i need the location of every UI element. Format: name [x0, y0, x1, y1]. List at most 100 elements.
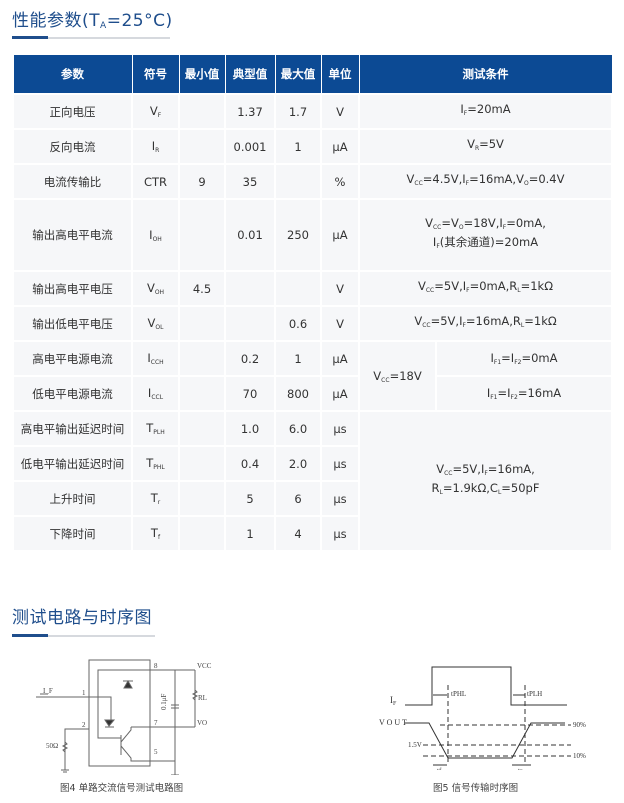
- param-cell: 低电平输出延迟时间: [12, 445, 133, 482]
- max-cell: 1: [274, 128, 322, 165]
- param-cell: 高电平输出延迟时间: [12, 410, 133, 447]
- symbol-cell: VOL: [131, 305, 180, 342]
- symbol-cell: VOH: [131, 270, 180, 307]
- pin8-label: 8: [154, 662, 158, 670]
- if-label: I: [390, 695, 393, 705]
- max-cell: 2.0: [274, 445, 322, 482]
- min-cell: [178, 480, 226, 517]
- 10-percent-label: 10%: [573, 752, 586, 760]
- table-row: 输出低电平电压 VOL 0.6 V VCC=5V,IF=16mA,RL=1kΩ: [12, 305, 613, 342]
- typ-cell: 35: [224, 163, 276, 200]
- max-cell: 0.6: [274, 305, 322, 342]
- param-cell: 高电平电源电流: [12, 340, 133, 377]
- column-header: 最大值: [274, 54, 322, 95]
- unit-cell: %: [320, 163, 360, 200]
- min-cell: [178, 340, 226, 377]
- unit-cell: μs: [320, 410, 360, 447]
- max-cell: 4: [274, 515, 322, 552]
- symbol-cell: TPLH: [131, 410, 180, 447]
- rl-label: RL: [198, 694, 207, 702]
- condition-cell: VCC=VO=18V,IF=0mA, IF(其余通道)=20mA: [358, 198, 613, 272]
- max-cell: 6.0: [274, 410, 322, 447]
- title-underline: [12, 36, 170, 39]
- min-cell: [178, 305, 226, 342]
- param-cell: 输出高电平电压: [12, 270, 133, 307]
- column-header: 符号: [131, 54, 180, 95]
- figure5-caption: 图5 信号传输时序图: [433, 783, 519, 794]
- pin2-label: 2: [82, 721, 86, 729]
- table-row: 输出高电平电流 IOH 0.01 250 μA VCC=VO=18V,IF=0mA, IF(…: [12, 198, 613, 272]
- min-cell: [178, 128, 226, 165]
- tphl-label: tPHL: [451, 690, 466, 698]
- max-cell: 1: [274, 340, 322, 377]
- 1-5v-label: 1.5V: [408, 741, 422, 749]
- param-cell: 下降时间: [12, 515, 133, 552]
- if-subscript: F: [393, 701, 397, 707]
- symbol-cell: TPHL: [131, 445, 180, 482]
- pin7-label: 7: [154, 719, 158, 727]
- max-cell: 800: [274, 375, 322, 412]
- min-cell: [178, 410, 226, 447]
- param-cell: 电流传输比: [12, 163, 133, 200]
- table-row: 低电平输出延迟时间 TPHL 0.4 2.0 μs: [12, 445, 612, 482]
- unit-cell: μs: [320, 480, 360, 517]
- symbol-cell: Tf: [131, 515, 180, 552]
- typ-cell: 1: [224, 515, 276, 552]
- table-row: 高电平输出延迟时间 TPLH 1.0 6.0 μs VCC=5V,IF=16mA, RL=1…: [12, 410, 613, 552]
- vo-label: VO: [197, 719, 207, 727]
- symbol-cell: CTR: [131, 163, 180, 200]
- typ-cell: 0.4: [224, 445, 276, 482]
- max-cell: [274, 270, 322, 307]
- min-cell: [178, 515, 226, 552]
- max-cell: 250: [274, 198, 322, 272]
- typ-cell: 0.01: [224, 198, 276, 272]
- unit-cell: μA: [320, 128, 360, 165]
- unit-cell: V: [320, 270, 360, 307]
- title-underline: [12, 634, 155, 637]
- svg-text:IF: IF: [390, 695, 397, 707]
- table-row: 高电平电源电流 ICCH 0.2 1 μA VCC=18V IF1=IF2=0mA: [12, 340, 613, 412]
- symbol-cell: Tr: [131, 480, 180, 517]
- max-cell: 6: [274, 480, 322, 517]
- column-header: 单位: [320, 54, 360, 95]
- min-cell: [178, 93, 226, 130]
- section-title-performance: 性能参数(TA=25°C): [12, 6, 173, 31]
- condition-cell: IF1=IF2=0mA: [435, 340, 613, 377]
- figure4-circuit-diagram: I_F 1 2 8 7 5 VCC VO RL 0.1μF 50Ω: [36, 659, 212, 775]
- symbol-cell: VF: [131, 93, 180, 130]
- max-cell: 1.7: [274, 93, 322, 130]
- typ-cell: 70: [224, 375, 276, 412]
- symbol-cell: ICCH: [131, 340, 180, 377]
- param-cell: 正向电压: [12, 93, 133, 130]
- figure4-caption: 图4 单路交流信号测试电路图: [60, 783, 184, 794]
- vcc-label: VCC: [197, 662, 212, 670]
- table-row: 下降时间 Tf 1 4 μs: [12, 515, 612, 552]
- condition-cell: VCC=4.5V,IF=16mA,VO=0.4V: [358, 163, 613, 200]
- table-row: 电流传输比 CTR 9 35% VCC=4.5V,IF=16mA,VO=0.4V: [12, 163, 613, 200]
- unit-cell: μA: [320, 375, 360, 412]
- resistor-50-label: 50Ω: [46, 742, 58, 750]
- table-row: 低电平电源电流 ICCL 70 800 μA IF1=IF2=16mA: [12, 375, 613, 412]
- title-subscript: A: [100, 21, 107, 31]
- column-header: 测试条件: [358, 54, 613, 95]
- param-cell: 输出低电平电压: [12, 305, 133, 342]
- unit-cell: μA: [320, 340, 360, 377]
- condition-cell-shared: VCC=5V,IF=16mA, RL=1.9kΩ,CL=50pF: [358, 410, 613, 552]
- symbol-cell: IR: [131, 128, 180, 165]
- performance-table: 参数 符号 最小值 典型值 最大值 单位 测试条件 正向电压 VF 1.37 1.7 V IF=20m…: [12, 54, 613, 552]
- typ-cell: [224, 305, 276, 342]
- pin5-label: 5: [154, 748, 158, 756]
- unit-cell: V: [320, 93, 360, 130]
- symbol-cell: IOH: [131, 198, 180, 272]
- typ-cell: [224, 270, 276, 307]
- condition-cell: IF=20mA: [358, 93, 613, 130]
- param-cell: 低电平电源电流: [12, 375, 133, 412]
- figure5-timing-diagram: IF V O U T tPHL tPLH 1.5V 90% 10% tf tr: [379, 666, 586, 770]
- max-cell: [274, 163, 322, 200]
- vout-label: V O U T: [379, 718, 407, 727]
- if-label: I_F: [43, 687, 53, 695]
- param-cell: 输出高电平电流: [12, 198, 133, 272]
- condition-cell: VCC=5V,IF=0mA,RL=1kΩ: [358, 270, 613, 307]
- typ-cell: 1.0: [224, 410, 276, 447]
- min-cell: [178, 375, 226, 412]
